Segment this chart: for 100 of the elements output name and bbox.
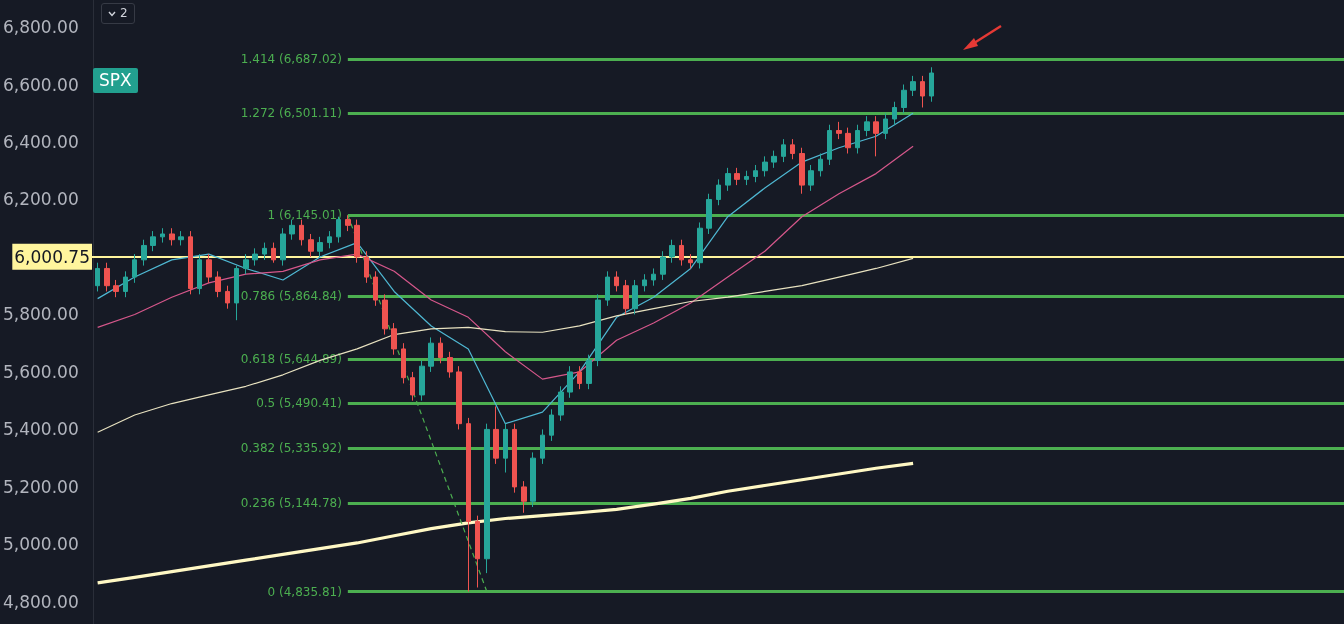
y-tick-label: 5,400.00 — [3, 419, 79, 440]
candlestick — [818, 152, 823, 177]
candlestick — [206, 253, 212, 284]
candlestick — [428, 336, 434, 373]
candlestick — [197, 253, 202, 295]
candlestick — [716, 178, 721, 206]
candlestick — [512, 423, 517, 494]
candlestick — [299, 219, 304, 246]
candlestick — [95, 262, 100, 292]
candlestick — [901, 84, 907, 114]
candlestick — [391, 322, 397, 356]
candlestick — [169, 227, 175, 246]
candlestick — [688, 253, 693, 269]
y-tick-label: 6,600.00 — [3, 74, 79, 95]
candlestick — [456, 365, 462, 430]
candlestick — [243, 253, 249, 275]
y-tick-label: 5,000.00 — [3, 534, 79, 555]
candlestick — [910, 75, 916, 97]
candlestick — [762, 155, 768, 177]
candlestick — [289, 219, 295, 241]
candlestick — [308, 233, 314, 258]
candlestick — [586, 354, 592, 390]
candlestick — [623, 279, 629, 315]
candlestick — [744, 170, 749, 186]
candlestick — [920, 75, 925, 108]
candlestick — [141, 239, 147, 267]
y-tick-label: 6,800.00 — [3, 17, 79, 38]
candlestick — [864, 115, 870, 137]
candlestick — [188, 230, 193, 295]
candlestick — [725, 167, 731, 192]
candlestick — [567, 365, 573, 399]
ref-line-label: 1 (6,145.01) — [267, 208, 342, 223]
y-tick-label: 5,600.00 — [3, 361, 79, 382]
y-tick-label: 5,800.00 — [3, 304, 79, 325]
candlestick — [632, 279, 638, 315]
candlestick — [669, 239, 675, 264]
candlestick — [475, 515, 480, 588]
candlestick — [113, 279, 119, 298]
candlestick — [252, 247, 258, 267]
candlestick — [354, 219, 360, 264]
annotation: 2 — [120, 5, 128, 22]
candlestick — [753, 164, 758, 183]
y-tick-label: 6,200.00 — [3, 189, 79, 210]
candlestick — [845, 127, 851, 154]
candlestick — [873, 115, 879, 157]
ref-line-label: 1.272 (6,501.11) — [240, 105, 342, 120]
candlestick — [280, 227, 286, 267]
candlestick — [401, 342, 406, 384]
candlestick — [697, 221, 703, 269]
line-series — [97, 145, 914, 380]
ref-line-label: 0.786 (5,864.84) — [240, 288, 342, 303]
candlestick — [799, 147, 805, 195]
ref-line-label: 0.382 (5,335.92) — [240, 440, 342, 455]
candlestick — [790, 138, 795, 160]
candlestick — [883, 112, 888, 140]
candlestick — [827, 124, 832, 166]
annotation: SPX — [93, 68, 138, 93]
candlestick — [215, 270, 221, 298]
candlestick — [651, 267, 656, 287]
y-tick-label: 6,400.00 — [3, 131, 79, 152]
candlestick — [577, 365, 582, 390]
candlestick — [160, 227, 165, 244]
y-tick-label: 4,800.00 — [3, 591, 79, 612]
candlestick — [679, 239, 684, 267]
ref-line-label: 6,000.75 — [14, 246, 90, 267]
candlestick — [327, 230, 332, 249]
candlestick — [373, 270, 378, 307]
candlestick — [808, 164, 814, 192]
candlestick — [595, 293, 601, 367]
candlestick — [484, 423, 490, 574]
candlestick — [892, 101, 897, 126]
candlestick — [364, 250, 369, 284]
candlestick — [493, 405, 499, 465]
candlestick — [734, 167, 740, 186]
candlestick — [521, 480, 527, 514]
candlestick — [540, 428, 545, 465]
candlestick — [781, 138, 786, 163]
candlestick — [234, 265, 239, 321]
candlestick — [178, 230, 184, 246]
ref-line-label: 0 (4,835.81) — [267, 584, 342, 599]
candlestick — [132, 253, 137, 284]
candlestick — [123, 270, 128, 298]
candlestick — [438, 336, 443, 364]
candlestick — [225, 285, 230, 310]
candlestick — [530, 451, 536, 508]
ref-line-label: 0.236 (5,144.78) — [240, 495, 342, 510]
candlestick — [771, 150, 777, 169]
candlestick — [855, 124, 860, 154]
candlestick — [466, 417, 471, 593]
candlestick — [549, 408, 554, 442]
candlestick — [104, 262, 110, 292]
ref-line-label: 1.414 (6,687.02) — [240, 52, 342, 67]
candlestick — [382, 293, 388, 336]
candlestick — [614, 270, 619, 292]
candlestick — [836, 121, 842, 140]
candlestick — [410, 371, 415, 402]
candlestick — [642, 273, 647, 292]
candlestick — [558, 385, 564, 422]
candlestick — [447, 351, 453, 379]
y-tick-label: 5,200.00 — [3, 476, 79, 497]
